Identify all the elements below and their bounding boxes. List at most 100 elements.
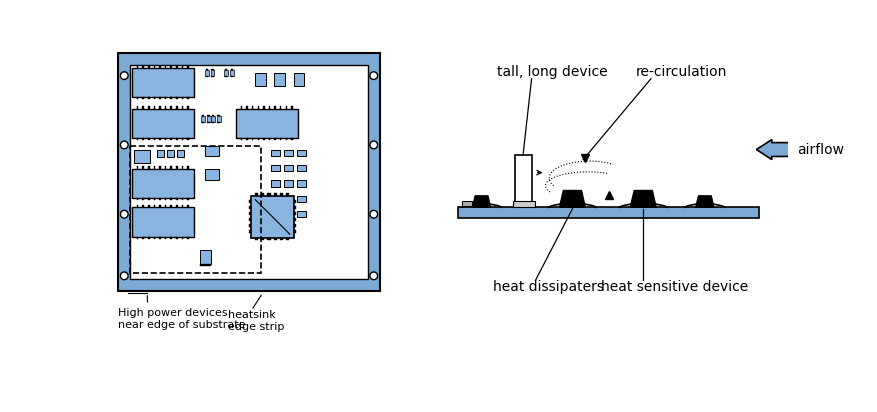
Bar xyxy=(175,205,177,207)
Bar xyxy=(293,224,296,227)
Bar xyxy=(293,206,296,209)
Bar xyxy=(165,205,166,207)
Circle shape xyxy=(369,141,377,149)
Bar xyxy=(182,106,183,109)
Bar xyxy=(159,97,160,99)
Bar xyxy=(175,97,177,99)
Bar xyxy=(148,66,149,68)
Bar xyxy=(249,224,251,227)
Bar xyxy=(165,66,166,68)
Bar xyxy=(133,150,150,164)
Bar xyxy=(285,138,287,140)
Polygon shape xyxy=(695,196,713,207)
Bar xyxy=(182,198,183,200)
Bar xyxy=(211,69,213,70)
Bar xyxy=(267,238,270,240)
Bar xyxy=(231,76,232,77)
Bar xyxy=(296,196,306,202)
Polygon shape xyxy=(472,196,490,207)
Bar xyxy=(296,180,306,187)
Bar xyxy=(187,205,189,207)
Bar xyxy=(261,193,264,196)
Bar xyxy=(252,138,253,140)
Circle shape xyxy=(369,211,377,218)
Text: heat sensitive device: heat sensitive device xyxy=(600,281,747,295)
Bar xyxy=(205,69,208,70)
Bar xyxy=(175,166,177,169)
Bar xyxy=(217,115,219,117)
Bar xyxy=(182,205,183,207)
Bar xyxy=(187,97,189,99)
Bar xyxy=(206,117,210,122)
Bar xyxy=(199,264,210,266)
Bar xyxy=(170,166,172,169)
Bar xyxy=(175,236,177,239)
Bar xyxy=(249,230,251,234)
Bar xyxy=(170,106,172,109)
Bar xyxy=(148,97,149,99)
Bar xyxy=(263,138,264,140)
Circle shape xyxy=(120,211,128,218)
Bar xyxy=(212,115,214,117)
Bar xyxy=(240,138,242,140)
Bar xyxy=(283,150,293,156)
Bar xyxy=(187,198,189,200)
Bar xyxy=(274,193,276,196)
Circle shape xyxy=(120,141,128,149)
Bar xyxy=(165,138,166,140)
Bar xyxy=(153,198,155,200)
Bar xyxy=(159,66,160,68)
Bar xyxy=(159,166,160,169)
Bar xyxy=(182,97,183,99)
Bar xyxy=(291,106,292,109)
Bar xyxy=(263,106,264,109)
Bar xyxy=(291,138,292,140)
Bar xyxy=(257,106,259,109)
Bar xyxy=(148,138,149,140)
Bar xyxy=(131,65,367,279)
Bar xyxy=(270,196,280,202)
Bar xyxy=(170,138,172,140)
Bar xyxy=(280,138,282,140)
Bar xyxy=(458,207,758,218)
Bar xyxy=(251,196,293,238)
Bar xyxy=(280,193,282,196)
Bar xyxy=(176,150,184,157)
Bar xyxy=(252,106,253,109)
Bar xyxy=(268,106,270,109)
Bar xyxy=(274,106,275,109)
Bar xyxy=(165,166,166,169)
Bar xyxy=(170,205,172,207)
Bar xyxy=(205,169,218,180)
Bar xyxy=(217,117,220,122)
Bar xyxy=(296,165,306,171)
Bar xyxy=(170,66,172,68)
Bar xyxy=(249,218,251,221)
Bar xyxy=(202,115,204,117)
Bar xyxy=(201,117,205,122)
Bar xyxy=(182,66,183,68)
Bar xyxy=(285,106,287,109)
Bar xyxy=(187,236,189,239)
Bar xyxy=(515,155,531,207)
Bar xyxy=(512,201,534,207)
Bar xyxy=(148,106,149,109)
Bar xyxy=(148,205,149,207)
Bar xyxy=(210,70,214,76)
Bar xyxy=(205,76,208,77)
Polygon shape xyxy=(559,190,585,207)
Bar xyxy=(283,165,293,171)
Bar xyxy=(170,236,172,239)
Bar xyxy=(212,122,214,123)
Text: airflow: airflow xyxy=(796,143,844,157)
Bar xyxy=(137,106,139,109)
FancyArrow shape xyxy=(756,140,793,159)
Bar xyxy=(153,236,155,239)
Bar xyxy=(118,52,380,291)
Bar xyxy=(137,66,139,68)
Bar xyxy=(293,199,296,203)
Bar xyxy=(293,230,296,234)
Bar xyxy=(211,117,215,122)
Circle shape xyxy=(369,72,377,80)
Bar xyxy=(175,138,177,140)
